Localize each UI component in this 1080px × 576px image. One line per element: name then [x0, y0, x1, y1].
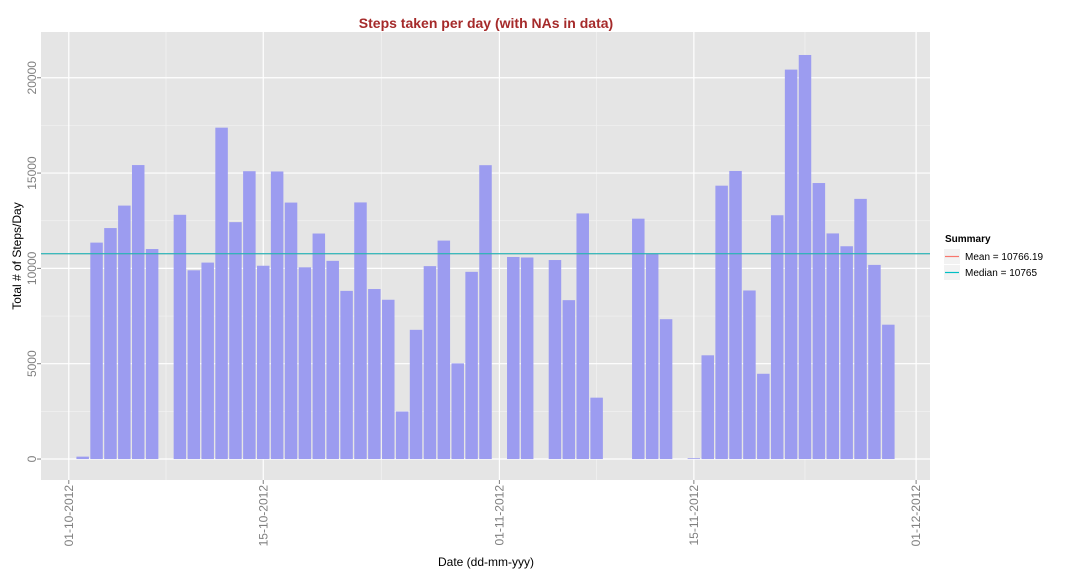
x-tick-label: 01-12-2012	[909, 485, 923, 547]
bar	[868, 264, 881, 460]
bar	[90, 242, 103, 460]
bar	[201, 262, 214, 460]
bar	[354, 202, 367, 460]
x-axis-title: Date (dd-mm-yyy)	[438, 555, 534, 569]
bar	[409, 329, 423, 460]
bar	[368, 289, 381, 460]
bar	[243, 171, 256, 460]
bar	[395, 411, 409, 460]
bars-group	[76, 54, 895, 460]
bar	[812, 183, 826, 460]
bar	[256, 265, 270, 460]
legend: Summary Mean = 10766.19 Median = 10765	[944, 234, 1044, 280]
bar	[715, 185, 728, 460]
bar	[645, 253, 659, 460]
y-tick-label: 20000	[25, 61, 39, 95]
bar	[729, 170, 742, 460]
y-tick-label: 15000	[25, 156, 39, 190]
bar	[298, 267, 312, 460]
bar	[479, 165, 492, 460]
bar	[576, 213, 589, 460]
bar	[757, 373, 770, 460]
bar	[826, 233, 840, 460]
bar	[520, 257, 534, 460]
y-axis-title: Total # of Steps/Day	[10, 202, 24, 309]
bar	[659, 319, 673, 460]
y-tick-label: 0	[25, 455, 39, 462]
bar	[437, 240, 451, 460]
x-tick-label: 01-11-2012	[492, 485, 506, 546]
bar	[590, 397, 603, 460]
bar	[423, 266, 437, 460]
x-tick-label: 01-10-2012	[62, 485, 76, 547]
bar	[173, 214, 187, 460]
bar	[326, 260, 339, 460]
bar	[118, 205, 131, 460]
bar	[340, 290, 353, 460]
bar	[104, 228, 117, 460]
bar	[382, 299, 395, 460]
legend-item-median: Median = 10765	[944, 265, 1037, 280]
y-tick-label: 10000	[25, 251, 39, 285]
bar	[131, 165, 145, 460]
bar	[145, 249, 159, 460]
bar	[562, 300, 576, 460]
bar	[882, 324, 895, 460]
bar	[701, 355, 715, 460]
bar	[76, 456, 89, 460]
bar	[215, 127, 228, 460]
bar	[784, 69, 798, 460]
x-axis-ticks: 01-10-2012 15-10-2012 01-11-2012 15-11-2012…	[62, 480, 923, 546]
chart-title: Steps taken per day (with NAs in data)	[359, 15, 613, 31]
bar	[229, 222, 242, 460]
bar	[451, 363, 464, 460]
bar	[187, 270, 201, 460]
legend-label-median: Median = 10765	[965, 268, 1037, 279]
bar	[270, 171, 284, 460]
bar	[770, 215, 784, 460]
legend-label-mean: Mean = 10766.19	[965, 252, 1044, 263]
bar	[687, 458, 701, 460]
bar	[312, 233, 326, 460]
bar	[507, 256, 520, 460]
bar	[284, 202, 298, 460]
bar	[743, 290, 756, 460]
bar	[798, 54, 812, 460]
x-tick-label: 15-10-2012	[256, 485, 270, 547]
y-tick-label: 5000	[25, 350, 39, 377]
bar	[840, 246, 853, 460]
bar	[632, 218, 645, 460]
bar	[548, 260, 562, 460]
legend-item-mean: Mean = 10766.19	[944, 249, 1044, 264]
legend-title: Summary	[945, 234, 991, 245]
y-axis-ticks: 0 5000 10000 15000 20000	[25, 61, 41, 462]
bar	[465, 271, 478, 460]
bar	[854, 198, 867, 460]
x-tick-label: 15-11-2012	[687, 485, 701, 546]
